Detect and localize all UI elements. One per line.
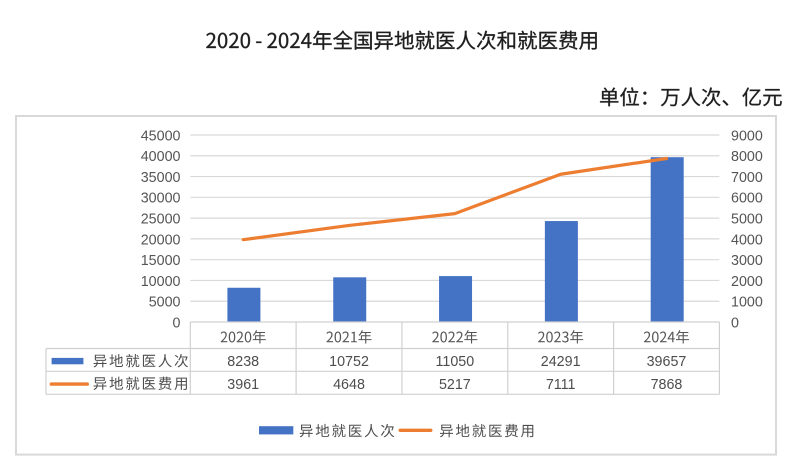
svg-text:45000: 45000 <box>141 128 181 144</box>
svg-text:7000: 7000 <box>731 170 763 186</box>
svg-text:3000: 3000 <box>731 253 763 269</box>
svg-text:15000: 15000 <box>141 253 181 269</box>
svg-text:8000: 8000 <box>731 149 763 165</box>
svg-text:4000: 4000 <box>731 232 763 248</box>
svg-text:6000: 6000 <box>731 191 763 207</box>
svg-text:39657: 39657 <box>647 354 687 370</box>
svg-text:3961: 3961 <box>227 377 259 393</box>
svg-text:8238: 8238 <box>227 354 259 370</box>
svg-text:5000: 5000 <box>731 212 763 228</box>
svg-text:7111: 7111 <box>546 377 576 393</box>
svg-text:7868: 7868 <box>651 377 683 393</box>
svg-text:25000: 25000 <box>141 212 181 228</box>
svg-text:30000: 30000 <box>141 191 181 207</box>
svg-text:2000: 2000 <box>731 274 763 290</box>
svg-text:0: 0 <box>731 315 739 331</box>
svg-text:10752: 10752 <box>329 354 369 370</box>
svg-text:5000: 5000 <box>149 295 181 311</box>
svg-text:9000: 9000 <box>731 128 763 144</box>
svg-text:35000: 35000 <box>141 170 181 186</box>
svg-text:24291: 24291 <box>541 354 581 370</box>
svg-text:11050: 11050 <box>435 354 474 370</box>
svg-text:5217: 5217 <box>439 377 471 393</box>
svg-text:20000: 20000 <box>141 232 181 248</box>
svg-text:0: 0 <box>173 315 181 331</box>
svg-text:1000: 1000 <box>731 295 763 311</box>
svg-text:10000: 10000 <box>141 274 181 290</box>
svg-text:40000: 40000 <box>141 149 181 165</box>
svg-text:4648: 4648 <box>333 377 365 393</box>
